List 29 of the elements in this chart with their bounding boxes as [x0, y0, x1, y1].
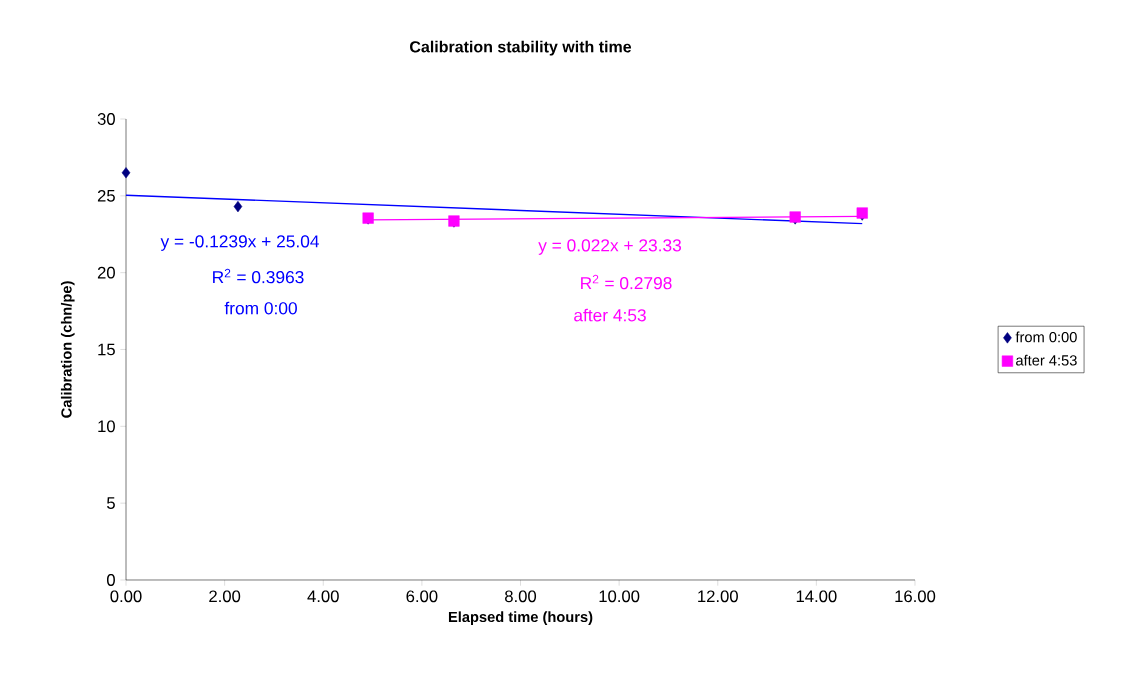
x-tick-label: 4.00	[307, 590, 339, 603]
x-tick-label: 6.00	[406, 590, 438, 603]
point	[233, 200, 243, 213]
y-tick-label: 30	[97, 113, 115, 125]
chart-title: Calibration stability with time	[410, 40, 632, 56]
y-axis-title: Calibration (chn/pe)	[60, 281, 75, 418]
y-tick-label: 20	[97, 266, 115, 279]
x-tick-label: 16.00	[895, 590, 936, 603]
annotation: R$^{2}$ = 0.3963	[213, 268, 304, 284]
annotation: after 4:53	[574, 308, 646, 322]
legend-label: from 0:00	[1015, 331, 1077, 343]
legend-label: after 4:53	[1016, 354, 1077, 366]
x-tick-label: 8.00	[505, 590, 537, 603]
x-tick-label: 14.00	[796, 590, 837, 603]
x-tick-label: 10.00	[599, 590, 640, 603]
annotation: R$^{2}$ = 0.2798	[581, 274, 672, 290]
y-tick-label: 5	[107, 497, 115, 509]
x-tick-label: 0.00	[110, 590, 142, 603]
y-tick-label: 0	[106, 574, 115, 586]
annotation: y = 0.022x + 23.33	[538, 239, 682, 255]
x-tick-label: 12.00	[698, 590, 738, 603]
y-tick-label: 10	[98, 420, 115, 433]
annotation: y = -0.1239x + 25.04	[160, 235, 319, 251]
annotation: from 0:00	[224, 301, 297, 315]
y-tick-label: 15	[98, 343, 115, 356]
y-tick-label: 25	[97, 189, 115, 202]
point	[121, 167, 131, 179]
x-axis-title: Elapsed time (hours)	[448, 611, 593, 625]
x-tick-label: 2.00	[209, 590, 241, 603]
